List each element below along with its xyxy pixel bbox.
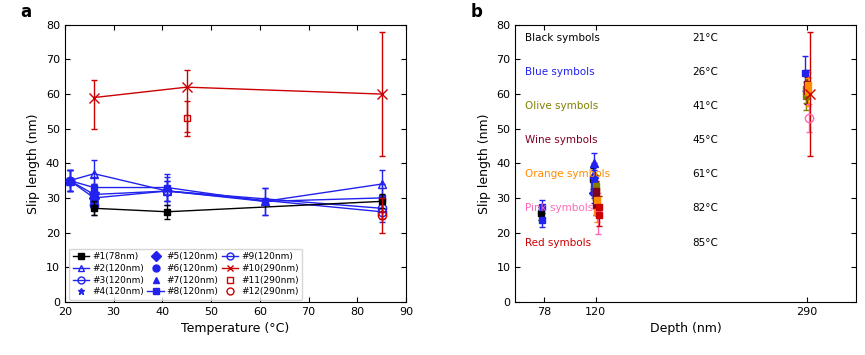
Text: 85°C: 85°C: [693, 237, 719, 247]
Text: Wine symbols: Wine symbols: [525, 135, 598, 145]
Text: 26°C: 26°C: [693, 67, 719, 77]
Text: 41°C: 41°C: [693, 101, 719, 111]
Text: 82°C: 82°C: [693, 203, 719, 213]
Text: Olive symbols: Olive symbols: [525, 101, 599, 111]
Legend: #1(78nm), #2(120nm), #3(120nm), #4(120nm), #5(120nm), #6(120nm), #7(120nm), #8(1: #1(78nm), #2(120nm), #3(120nm), #4(120nm…: [69, 248, 302, 300]
Text: b: b: [471, 2, 483, 21]
Text: 45°C: 45°C: [693, 135, 719, 145]
X-axis label: Temperature (°C): Temperature (°C): [182, 322, 290, 335]
Text: 61°C: 61°C: [693, 169, 719, 179]
Y-axis label: Slip length (nm): Slip length (nm): [28, 113, 41, 214]
Text: Red symbols: Red symbols: [525, 237, 592, 247]
Text: a: a: [21, 2, 32, 21]
Text: 21°C: 21°C: [693, 33, 719, 43]
Text: Black symbols: Black symbols: [525, 33, 600, 43]
Y-axis label: Slip length (nm): Slip length (nm): [477, 113, 490, 214]
Text: Blue symbols: Blue symbols: [525, 67, 595, 77]
Text: Pink symbols: Pink symbols: [525, 203, 593, 213]
Text: Orange symbols: Orange symbols: [525, 169, 611, 179]
X-axis label: Depth (nm): Depth (nm): [650, 322, 721, 335]
